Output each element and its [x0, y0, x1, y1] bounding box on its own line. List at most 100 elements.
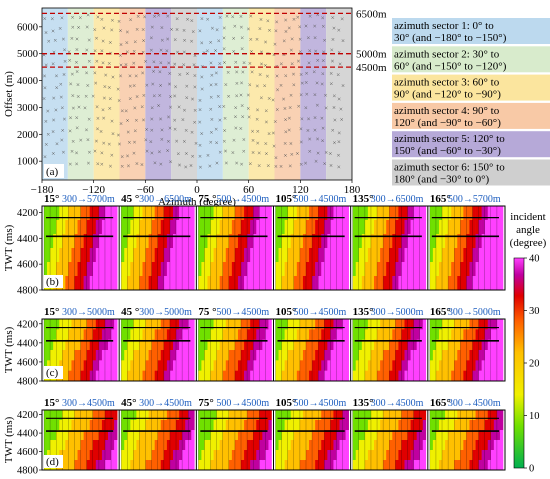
- gather-cell: [478, 430, 482, 441]
- scatter-point: [85, 128, 88, 132]
- gather-cell: [364, 248, 369, 263]
- gather-offset-range: 500→4500m: [294, 194, 347, 205]
- gather-cell: [74, 339, 78, 351]
- gather-cell: [80, 360, 84, 371]
- gather-cell: [386, 206, 390, 221]
- gather-cell: [442, 430, 446, 441]
- scatter-point: [242, 61, 246, 65]
- scatter-point: [321, 59, 325, 63]
- scatter-point: [182, 28, 186, 32]
- gather-cell: [154, 339, 159, 351]
- gather-cell: [244, 319, 248, 330]
- gather-cell: [398, 460, 402, 471]
- gather-cell: [83, 440, 87, 451]
- gather-cell: [472, 440, 476, 451]
- y-tick-label: 4800: [17, 286, 38, 297]
- gather-cell: [442, 319, 446, 330]
- gather-cell: [74, 234, 78, 249]
- gather-cell: [201, 262, 205, 277]
- gather-cell: [111, 234, 115, 249]
- gather-cell: [484, 460, 489, 471]
- gather-cell: [154, 440, 159, 451]
- gather-cell: [89, 360, 94, 371]
- gather-cell: [136, 420, 140, 431]
- gather-cell: [284, 339, 288, 351]
- gather-cell: [225, 350, 230, 361]
- gather-cell: [318, 339, 322, 351]
- gather-cell: [404, 420, 408, 431]
- gather-cell: [44, 420, 48, 431]
- gather-cell: [62, 460, 66, 471]
- gather-cell: [169, 450, 174, 461]
- gather-frame: [41, 205, 506, 291]
- gather-cell: [160, 262, 165, 277]
- gather-azimuth: 135°: [353, 397, 374, 409]
- gather-cell: [339, 206, 343, 221]
- gather-cell: [222, 360, 227, 371]
- gather-cell: [413, 206, 417, 221]
- gather-cell: [278, 350, 282, 361]
- scatter-point: [145, 127, 149, 131]
- gather-cell: [429, 370, 434, 382]
- gather-cell: [442, 248, 446, 263]
- gather-cell: [265, 460, 269, 471]
- gather-cell: [389, 319, 393, 330]
- gather-cell: [493, 248, 498, 263]
- gather-cell: [374, 234, 378, 249]
- scatter-point: [255, 117, 259, 121]
- gather-cell: [201, 220, 205, 235]
- gather-cell: [247, 450, 251, 461]
- legend-entry: azimuth sector 5: 120° to 150° (and −60° …: [394, 133, 505, 157]
- gather-cell: [130, 410, 134, 421]
- gather-cell: [228, 440, 233, 451]
- gather-cell: [404, 248, 408, 263]
- gather-cell: [265, 370, 269, 382]
- gather-cell: [53, 319, 57, 330]
- gather-cell: [466, 329, 470, 340]
- gather-cell: [157, 329, 162, 340]
- scatter-point: [46, 132, 50, 136]
- gather-cell: [176, 262, 180, 277]
- gather-cell: [210, 450, 214, 461]
- gather-cell: [225, 262, 230, 277]
- gather-cell: [231, 220, 236, 235]
- scatter-point: [316, 58, 320, 62]
- gather-cell: [231, 440, 236, 451]
- scatter-point: [107, 142, 111, 146]
- gather-cell: [86, 262, 91, 277]
- scatter-point: [198, 98, 202, 102]
- gather-cell: [383, 220, 387, 235]
- gather-cell: [457, 460, 461, 471]
- scatter-point: [185, 96, 189, 100]
- gather-cell: [435, 234, 440, 249]
- gather-cell: [345, 248, 349, 263]
- gather-cell: [228, 234, 233, 249]
- gather-cell: [95, 234, 100, 249]
- gather-cell: [361, 450, 366, 461]
- gather-cell: [250, 460, 254, 471]
- gather-cell: [53, 329, 57, 340]
- gather-frame: [41, 318, 506, 382]
- gather-cell: [250, 339, 254, 351]
- gather-cell: [80, 350, 84, 361]
- gather-cell: [160, 339, 165, 351]
- scatter-point: [321, 24, 325, 28]
- gather-cell: [77, 248, 81, 263]
- gather-cell: [50, 206, 54, 221]
- gather-cell: [151, 440, 156, 451]
- legend-line: 60° (and −150° to −120°): [394, 60, 507, 72]
- gather-cell: [374, 440, 378, 451]
- gather-cell: [374, 206, 378, 221]
- scatter-point: [222, 104, 226, 108]
- gather-cell: [219, 206, 224, 221]
- y-tick-label: 4000: [17, 76, 38, 87]
- gather-cell: [315, 410, 319, 421]
- gather-cell: [65, 370, 69, 382]
- gather-cell: [367, 370, 372, 382]
- gather-cell: [466, 262, 470, 277]
- gather-cell: [71, 248, 75, 263]
- gather-cell: [121, 360, 125, 371]
- gather-cell: [438, 460, 443, 471]
- gather-cell: [299, 350, 304, 361]
- scatter-point: [321, 16, 325, 20]
